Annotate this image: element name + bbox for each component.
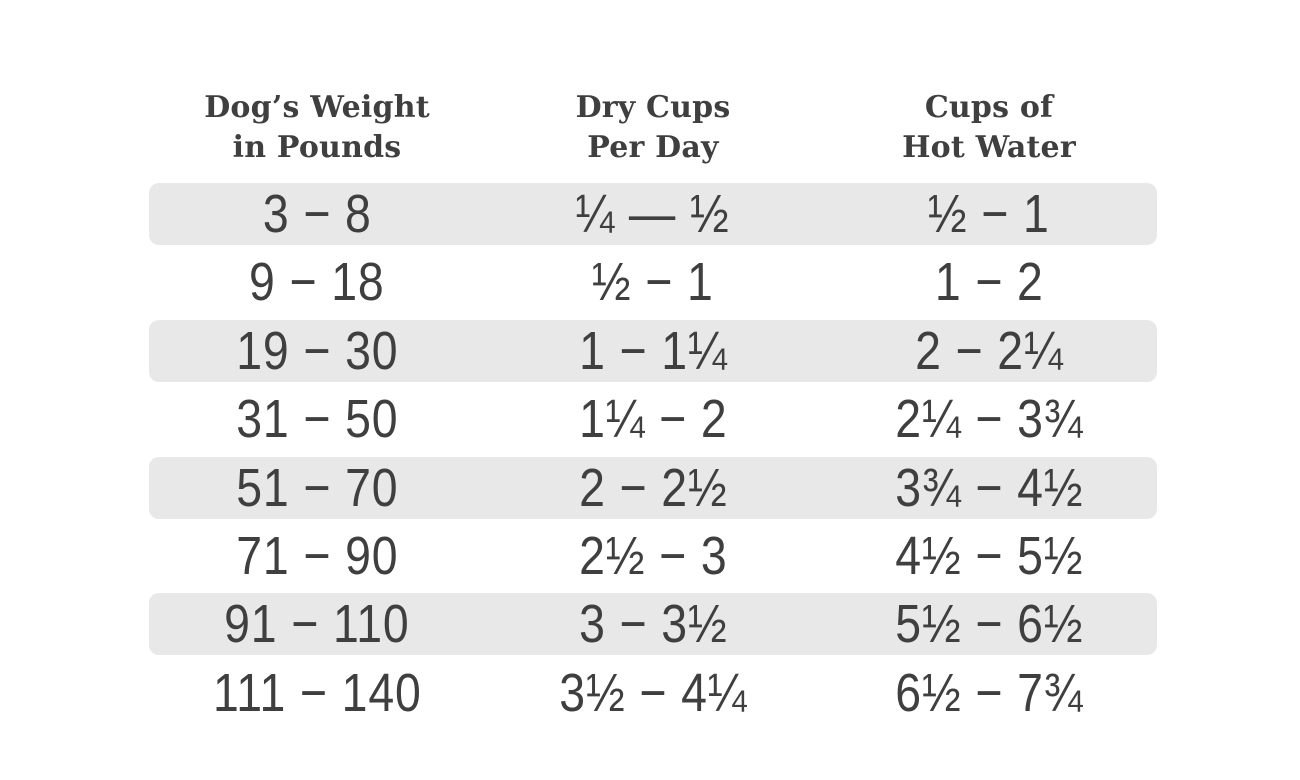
table-row: 9 − 18 ½ − 1 1 − 2	[149, 251, 1157, 313]
hot-water-cell: ½ − 1	[821, 183, 1157, 245]
cell-value: 31 − 50	[235, 389, 399, 450]
dry-cups-cell: 1¼ − 2	[485, 388, 821, 450]
column-header-line: Hot Water	[902, 130, 1076, 165]
column-header-dogs-weight: Dog’s Weight in Pounds	[149, 88, 485, 168]
weight-range-cell: 9 − 18	[149, 251, 485, 313]
weight-range-cell: 31 − 50	[149, 388, 485, 450]
column-header-hot-water: Cups of Hot Water	[821, 88, 1157, 168]
hot-water-cell: 4½ − 5½	[821, 525, 1157, 587]
table-row: 91 − 110 3 − 3½ 5½ − 6½	[149, 593, 1157, 656]
column-header-line: Dog’s Weight	[204, 90, 430, 125]
cell-value: 6½ − 7¾	[894, 662, 1084, 723]
hot-water-cell: 6½ − 7¾	[821, 662, 1157, 724]
table-body: 3 − 8 ¼ — ½ ½ − 1 9 − 18 ½ − 1 1 − 2 19 …	[149, 180, 1157, 724]
hot-water-cell: 2¼ − 3¾	[821, 388, 1157, 450]
column-header-line: in Pounds	[232, 130, 402, 165]
cell-value: 1¼ − 2	[578, 389, 728, 450]
weight-range-cell: 3 − 8	[149, 183, 485, 245]
weight-range-cell: 111 − 140	[149, 662, 485, 724]
cell-value: 1 − 1¼	[578, 320, 728, 381]
cell-value: 9 − 18	[249, 252, 385, 313]
cell-value: ¼ — ½	[575, 184, 730, 244]
weight-range-cell: 19 − 30	[149, 320, 485, 382]
hot-water-cell: 3¾ − 4½	[821, 457, 1157, 519]
column-header-line: Per Day	[587, 130, 719, 165]
cell-value: ½ − 1	[928, 184, 1050, 244]
dry-cups-cell: ¼ — ½	[485, 183, 821, 245]
cell-value: 51 − 70	[235, 457, 399, 518]
cell-value: 19 − 30	[235, 320, 399, 381]
cell-value: 1 − 2	[934, 252, 1044, 313]
cell-value: 91 − 110	[224, 594, 410, 655]
table-row: 71 − 90 2½ − 3 4½ − 5½	[149, 525, 1157, 587]
cell-value: 2¼ − 3¾	[894, 389, 1084, 450]
hot-water-cell: 1 − 2	[821, 251, 1157, 313]
table-header-row: Dog’s Weight in Pounds Dry Cups Per Day …	[149, 88, 1157, 180]
cell-value: 2 − 2½	[578, 457, 728, 518]
table-row: 19 − 30 1 − 1¼ 2 − 2¼	[149, 319, 1157, 382]
hot-water-cell: 5½ − 6½	[821, 593, 1157, 655]
cell-value: 3 − 3½	[578, 594, 728, 655]
cell-value: 2½ − 3	[578, 525, 728, 586]
table-row: 111 − 140 3½ − 4¼ 6½ − 7¾	[149, 662, 1157, 724]
column-header-dry-cups: Dry Cups Per Day	[485, 88, 821, 168]
dog-feeding-chart: Dog’s Weight in Pounds Dry Cups Per Day …	[149, 88, 1157, 724]
hot-water-cell: 2 − 2¼	[821, 320, 1157, 382]
cell-value: 71 − 90	[235, 525, 399, 586]
column-header-line: Cups of	[924, 90, 1054, 125]
cell-value: 5½ − 6½	[894, 594, 1084, 655]
cell-value: 2 − 2¼	[914, 320, 1064, 381]
dry-cups-cell: 2 − 2½	[485, 457, 821, 519]
weight-range-cell: 91 − 110	[149, 593, 485, 655]
cell-value: 4½ − 5½	[894, 525, 1084, 586]
table-row: 51 − 70 2 − 2½ 3¾ − 4½	[149, 456, 1157, 519]
cell-value: ½ − 1	[592, 252, 714, 313]
dry-cups-cell: ½ − 1	[485, 251, 821, 313]
table-row: 3 − 8 ¼ — ½ ½ − 1	[149, 183, 1157, 245]
cell-value: 3 − 8	[262, 184, 372, 244]
dry-cups-cell: 2½ − 3	[485, 525, 821, 587]
dry-cups-cell: 3 − 3½	[485, 593, 821, 655]
dry-cups-cell: 1 − 1¼	[485, 320, 821, 382]
column-header-line: Dry Cups	[575, 90, 731, 125]
cell-value: 3¾ − 4½	[894, 457, 1084, 518]
cell-value: 3½ − 4¼	[558, 662, 748, 723]
weight-range-cell: 71 − 90	[149, 525, 485, 587]
dry-cups-cell: 3½ − 4¼	[485, 662, 821, 724]
table-row: 31 − 50 1¼ − 2 2¼ − 3¾	[149, 388, 1157, 450]
weight-range-cell: 51 − 70	[149, 457, 485, 519]
cell-value: 111 − 140	[212, 662, 422, 723]
